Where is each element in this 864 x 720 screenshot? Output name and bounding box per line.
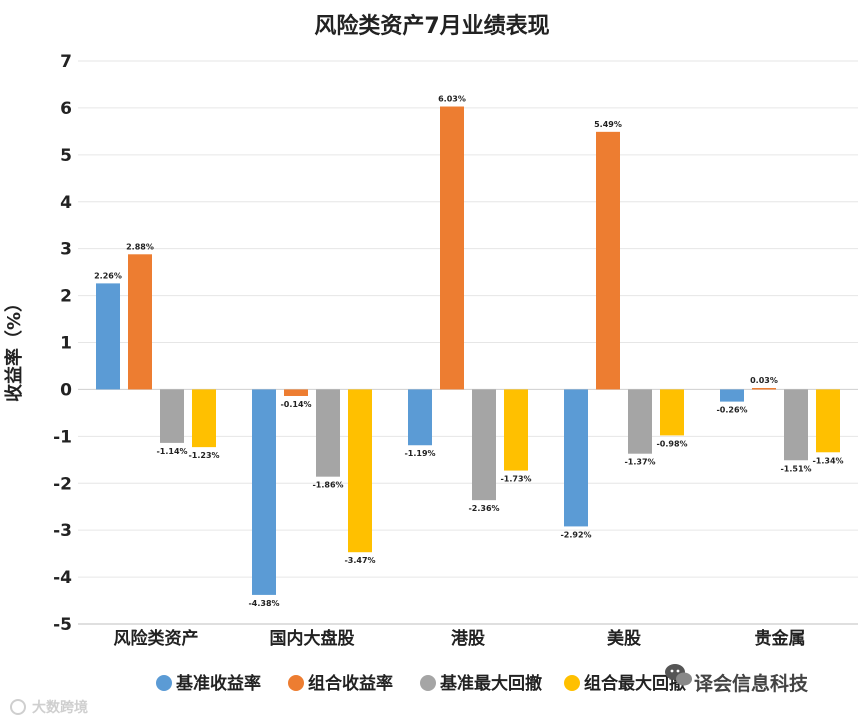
bar	[284, 389, 308, 396]
bar	[628, 389, 652, 454]
bar	[96, 283, 120, 390]
y-axis-label: 收益率（%）	[3, 294, 25, 402]
data-label: -1.19%	[404, 449, 435, 458]
y-tick-label: -2	[53, 474, 72, 494]
legend-label: 基准最大回撤	[439, 673, 542, 694]
bar	[192, 389, 216, 448]
bar	[160, 389, 184, 443]
data-label: -1.23%	[188, 451, 219, 460]
wechat-watermark: 译会信息科技	[665, 664, 809, 695]
y-tick-label: 3	[60, 240, 72, 260]
bar	[316, 389, 340, 477]
data-label: -1.73%	[500, 475, 531, 484]
data-label: 2.88%	[126, 242, 154, 251]
legend-label: 组合最大回撤	[584, 673, 686, 694]
category-labels: 风险类资产 国内大盘股 港股 美股 贵金属	[114, 628, 806, 649]
bottom-left-watermark: 大数跨境	[10, 699, 88, 716]
gridlines	[78, 60, 858, 625]
wechat-icon	[665, 664, 692, 686]
bar	[440, 106, 464, 390]
y-tick-label: 5	[60, 146, 72, 166]
data-label: -1.34%	[812, 456, 843, 465]
bar	[504, 389, 528, 471]
bar	[252, 389, 276, 595]
legend-marker	[564, 675, 580, 691]
y-tick-label: 6	[60, 99, 72, 119]
legend-marker	[156, 675, 172, 691]
y-tick-label: 7	[60, 52, 72, 72]
data-label: -2.92%	[560, 530, 591, 539]
category-label: 港股	[451, 628, 485, 649]
category-label: 风险类资产	[114, 628, 199, 649]
data-label: -0.14%	[280, 400, 311, 409]
category-label: 国内大盘股	[270, 628, 355, 649]
y-tick-label: 0	[60, 380, 72, 400]
bar	[128, 254, 152, 390]
data-label: -0.98%	[656, 439, 687, 448]
bar	[408, 389, 432, 446]
data-label: -1.86%	[312, 481, 343, 490]
legend-label: 组合收益率	[308, 673, 393, 694]
category-label: 美股	[607, 628, 641, 649]
chart-title: 风险类资产7月业绩表现	[314, 13, 549, 39]
bar	[472, 389, 496, 501]
data-label: -1.51%	[780, 464, 811, 473]
data-label: -4.38%	[248, 599, 279, 608]
data-label: -2.36%	[468, 504, 499, 513]
y-tick-label: 4	[60, 193, 72, 213]
bar	[596, 131, 620, 390]
y-tick-label: -3	[53, 521, 72, 541]
bar	[720, 389, 744, 402]
data-label: -1.37%	[624, 458, 655, 467]
y-tick-label: -1	[53, 427, 72, 447]
data-label: -1.14%	[156, 447, 187, 456]
legend-marker	[420, 675, 436, 691]
bar	[348, 389, 372, 553]
legend-label: 基准收益率	[175, 673, 261, 694]
wechat-account-name: 译会信息科技	[694, 672, 809, 695]
bar	[816, 389, 840, 453]
bars	[96, 106, 840, 595]
data-label: 6.03%	[438, 95, 466, 104]
category-label: 贵金属	[755, 628, 806, 649]
legend-marker	[288, 675, 304, 691]
data-label: -3.47%	[344, 556, 375, 565]
data-label: 2.26%	[94, 271, 122, 280]
bar	[564, 389, 588, 527]
data-labels: 2.26% 2.88% -1.14% -1.23% -4.38% -0.14% -1.86%…	[94, 95, 843, 608]
y-axis-ticks: 7 6 5 4 3 2 1 0 -1 -2 -3 -4 -5	[53, 52, 72, 635]
data-label: -0.26%	[716, 406, 747, 415]
y-tick-label: 1	[60, 334, 72, 354]
y-tick-label: -5	[53, 615, 72, 635]
legend: 基准收益率 组合收益率 基准最大回撤 组合最大回撤	[156, 673, 686, 694]
data-label: 5.49%	[594, 120, 622, 129]
bar	[784, 389, 808, 461]
bar	[752, 388, 776, 390]
y-tick-label: 2	[60, 287, 72, 307]
watermark-logo-icon	[10, 699, 26, 715]
bottom-left-watermark-text: 大数跨境	[32, 699, 88, 716]
y-tick-label: -4	[53, 568, 72, 588]
bar	[660, 389, 684, 436]
data-label: 0.03%	[750, 376, 778, 385]
